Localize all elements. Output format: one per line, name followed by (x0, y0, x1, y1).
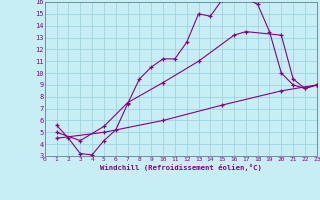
X-axis label: Windchill (Refroidissement éolien,°C): Windchill (Refroidissement éolien,°C) (100, 164, 262, 171)
